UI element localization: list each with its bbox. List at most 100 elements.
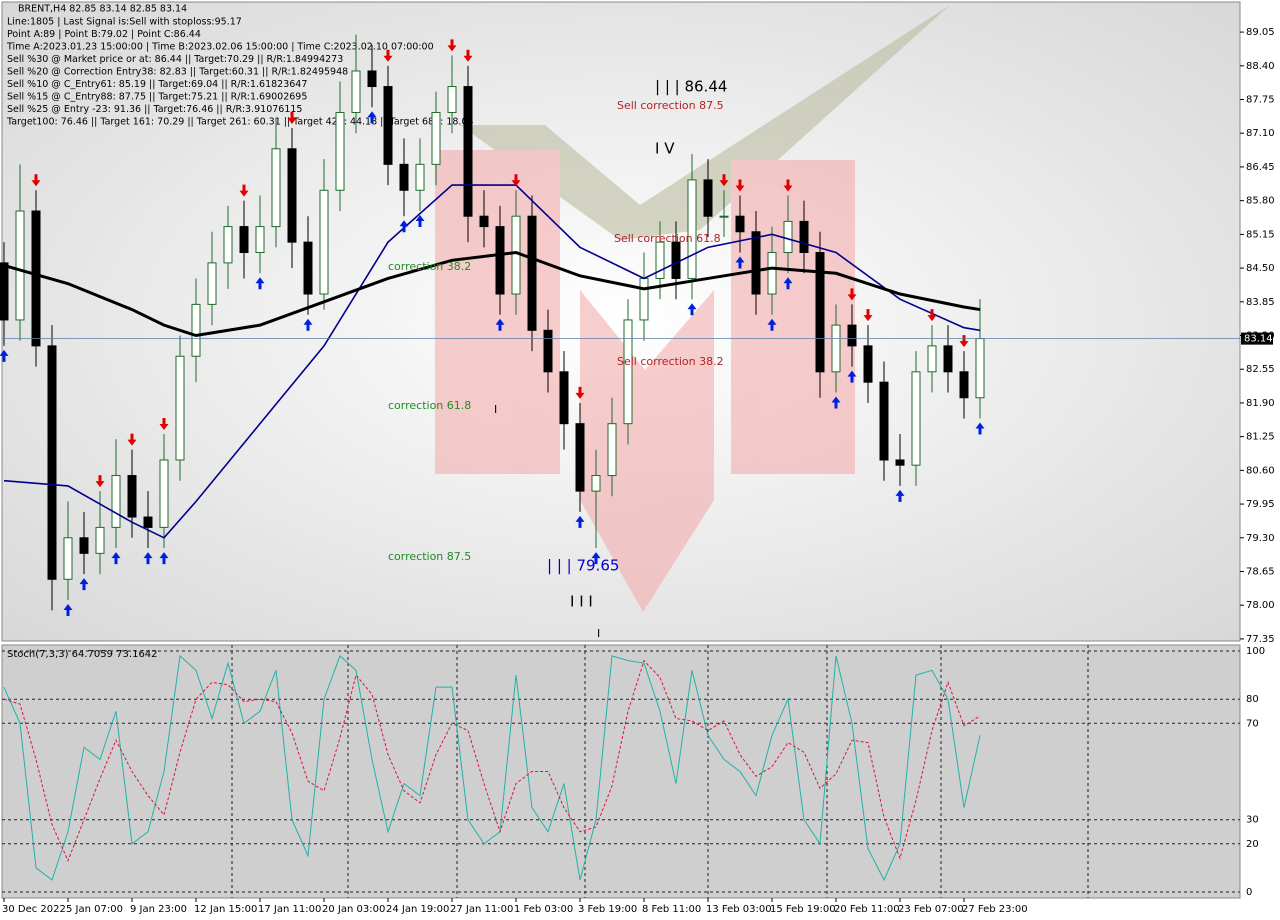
info-line: Sell %30 @ Market price or at: 86.44 || … [7, 54, 343, 65]
sell-arrow [735, 179, 745, 192]
stoch-tick-label: 70 [1246, 718, 1259, 729]
candle-body [287, 148, 297, 243]
x-tick-label: 12 Jan 15:00 [194, 904, 257, 915]
x-tick-label: 15 Feb 19:00 [770, 904, 836, 915]
buy-arrow [735, 256, 745, 269]
candle-body [911, 371, 921, 466]
info-line: Sell %15 @ C_Entry88: 87.75 || Target:75… [7, 92, 307, 103]
stoch-panel [1, 644, 1241, 899]
buy-arrow [575, 515, 585, 528]
buy-arrow [767, 318, 777, 331]
y-tick-label: 87.10 [1246, 128, 1275, 139]
sell-arrow [383, 49, 393, 62]
symbol-line: BRENT,H4 82.85 83.14 82.85 83.14 [18, 4, 187, 15]
sell-arrow [127, 433, 137, 446]
buy-arrow [495, 318, 505, 331]
candle-body [415, 163, 425, 191]
candle-body [943, 345, 953, 373]
candle-body [479, 215, 489, 228]
candle-body [303, 241, 313, 295]
candle-body [639, 277, 649, 321]
sell-arrow [287, 112, 297, 125]
buy-arrow [895, 489, 905, 502]
candle-body [527, 215, 537, 331]
x-tick-label: 13 Feb 03:00 [706, 904, 772, 915]
buy-arrow [367, 111, 377, 124]
x-tick-label: 8 Feb 11:00 [642, 904, 701, 915]
candle-body [383, 86, 393, 165]
info-line: Line:1805 | Last Signal is:Sell with sto… [7, 17, 242, 28]
candle-body [143, 516, 153, 528]
annotation: Sell correction 87.5 [617, 99, 724, 112]
y-tick-label: 84.50 [1246, 263, 1275, 274]
y-tick-label: 87.75 [1246, 95, 1275, 106]
candle-body [767, 252, 777, 295]
candle-body [31, 210, 41, 347]
y-tick-label: 83.85 [1246, 297, 1275, 308]
buy-arrow [255, 277, 265, 290]
sell-arrow [447, 39, 457, 52]
stoch-main [3, 654, 981, 882]
buy-arrow [975, 422, 985, 435]
sell-arrow [959, 335, 969, 348]
annotation: correction 87.5 [388, 550, 471, 563]
candle-body [447, 86, 457, 113]
candle-body [927, 345, 937, 373]
candle-body [111, 475, 121, 528]
candle-body [0, 262, 9, 321]
annotation: I [597, 627, 600, 640]
sell-arrow [159, 418, 169, 431]
candle-body [319, 189, 329, 295]
last-price-label: 83.14 [1244, 334, 1273, 345]
candle-body [687, 179, 697, 279]
buy-arrow [783, 277, 793, 290]
y-tick-label: 85.15 [1246, 229, 1275, 240]
candle-body [239, 226, 249, 254]
candle-body [63, 537, 73, 580]
x-tick-label: 20 Feb 11:00 [834, 904, 900, 915]
sell-arrow [511, 174, 521, 187]
y-tick-label: 81.25 [1246, 432, 1275, 443]
candle-body [703, 179, 713, 217]
candle-body [207, 262, 217, 305]
candle-body [79, 537, 89, 554]
candle-body [623, 319, 633, 425]
sell-arrow [927, 309, 937, 322]
candle-body [175, 355, 185, 461]
buy-arrow [79, 578, 89, 591]
info-line: Sell %25 @ Entry -23: 91.36 || Target:76… [7, 104, 302, 115]
buy-arrow [159, 552, 169, 565]
candle-body [159, 459, 169, 528]
x-tick-label: 5 Jan 07:00 [66, 904, 123, 915]
candle-body [463, 86, 473, 217]
candle-body [975, 338, 985, 399]
y-tick-label: 81.90 [1246, 398, 1275, 409]
buy-arrow [143, 552, 153, 565]
candle-body [47, 345, 57, 580]
sell-arrow [31, 174, 41, 187]
candle-body [543, 329, 553, 373]
candle-body [655, 241, 665, 279]
stoch-tick-label: 0 [1246, 887, 1252, 898]
info-line: Sell %10 @ C_Entry61: 85.19 || Target:69… [7, 79, 307, 90]
buy-arrow [847, 370, 857, 383]
sell-arrow [863, 309, 873, 322]
candle-body [751, 231, 761, 295]
candle-body [735, 215, 745, 233]
candle-body [719, 215, 729, 218]
sell-arrow [719, 174, 729, 187]
sell-arrow [783, 179, 793, 192]
annotation: Sell correction 61.8 [614, 232, 721, 245]
candle-body [495, 226, 505, 295]
x-tick-label: 9 Jan 23:00 [130, 904, 187, 915]
annotation: correction 38.2 [388, 260, 471, 273]
x-tick-label: 20 Jan 03:00 [322, 904, 385, 915]
y-tick-label: 89.05 [1246, 27, 1275, 38]
candle-body [879, 381, 889, 461]
x-tick-label: 30 Dec 2022 [2, 904, 66, 915]
watermark [435, 5, 950, 612]
y-tick-label: 79.30 [1246, 533, 1275, 544]
candle-body [607, 423, 617, 477]
info-line: Point A:89 | Point B:79.02 | Point C:86.… [7, 29, 201, 40]
